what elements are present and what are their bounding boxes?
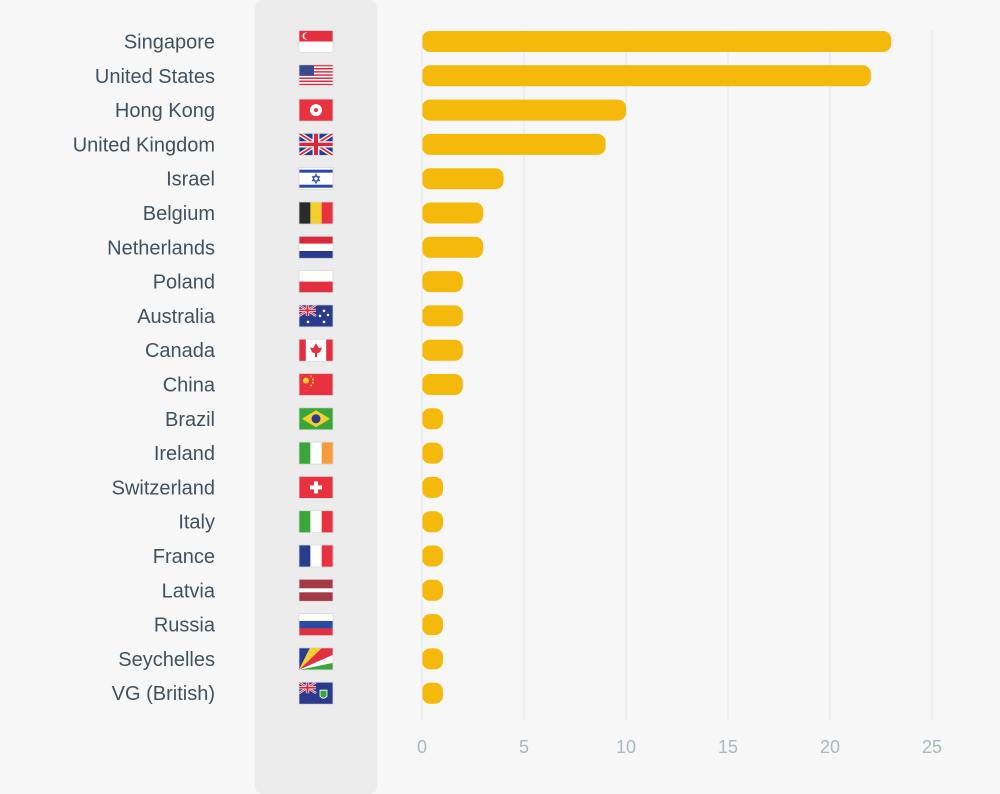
category-label: China [163, 375, 216, 397]
bar [422, 648, 443, 670]
category-label: Brazil [165, 409, 215, 431]
x-gridlines [421, 30, 933, 720]
bar [422, 202, 484, 224]
bar [422, 339, 463, 361]
category-label: Latvia [162, 580, 216, 602]
category-label: France [153, 546, 215, 568]
ireland-flag-icon [298, 441, 334, 465]
x-tick-label: 25 [922, 737, 942, 757]
x-tick-label: 20 [820, 737, 840, 757]
switzerland-flag-icon [298, 475, 334, 499]
bar [422, 271, 463, 293]
bar [422, 476, 443, 498]
bar [422, 682, 443, 704]
bar [422, 374, 463, 395]
hong-kong-flag-icon [298, 98, 334, 122]
category-label: VG (British) [112, 683, 215, 705]
bar [422, 614, 443, 636]
category-label: United Kingdom [73, 134, 215, 156]
category-label: Switzerland [112, 477, 215, 499]
category-label: Poland [153, 272, 215, 294]
canada-flag-icon [298, 338, 334, 362]
latvia-flag-icon [298, 578, 334, 602]
china-flag-icon [298, 373, 334, 396]
us-flag-icon [298, 64, 334, 88]
bar [422, 545, 443, 567]
category-label: Singapore [124, 32, 215, 54]
australia-flag-icon [298, 303, 334, 328]
x-tick-label: 0 [417, 737, 427, 757]
belgium-flag-icon [298, 201, 334, 225]
bar [422, 408, 443, 430]
bar [422, 65, 871, 87]
israel-flag-icon [298, 167, 334, 191]
poland-flag-icon [298, 270, 334, 294]
bar [422, 133, 606, 155]
category-label: Russia [154, 615, 216, 637]
bar [422, 168, 504, 190]
category-label: United States [95, 66, 215, 88]
singapore-flag-icon [298, 30, 334, 53]
bar [422, 31, 892, 52]
category-label: Ireland [154, 443, 215, 465]
italy-flag-icon [298, 510, 334, 534]
vg-british-flag-icon [298, 681, 334, 705]
x-tick-label: 15 [718, 737, 738, 757]
uk-flag-icon [297, 131, 335, 158]
category-label: Belgium [143, 203, 215, 225]
france-flag-icon [298, 544, 334, 568]
seychelles-flag-icon [298, 647, 334, 671]
bar [422, 579, 443, 601]
category-label: Israel [166, 169, 215, 191]
category-label: Australia [137, 306, 216, 328]
russia-flag-icon [298, 613, 334, 636]
category-label: Canada [145, 340, 216, 362]
netherlands-flag-icon [298, 235, 334, 259]
category-label: Netherlands [107, 237, 215, 259]
x-tick-label: 10 [616, 737, 636, 757]
brazil-flag-icon [298, 407, 334, 431]
bar [422, 236, 484, 258]
bar [422, 305, 463, 327]
bar [422, 442, 443, 464]
x-tick-label: 5 [519, 737, 529, 757]
bar [422, 99, 626, 121]
category-label: Hong Kong [115, 100, 215, 122]
category-label: Seychelles [118, 649, 215, 671]
bar [422, 511, 443, 533]
category-label: Italy [178, 512, 215, 534]
